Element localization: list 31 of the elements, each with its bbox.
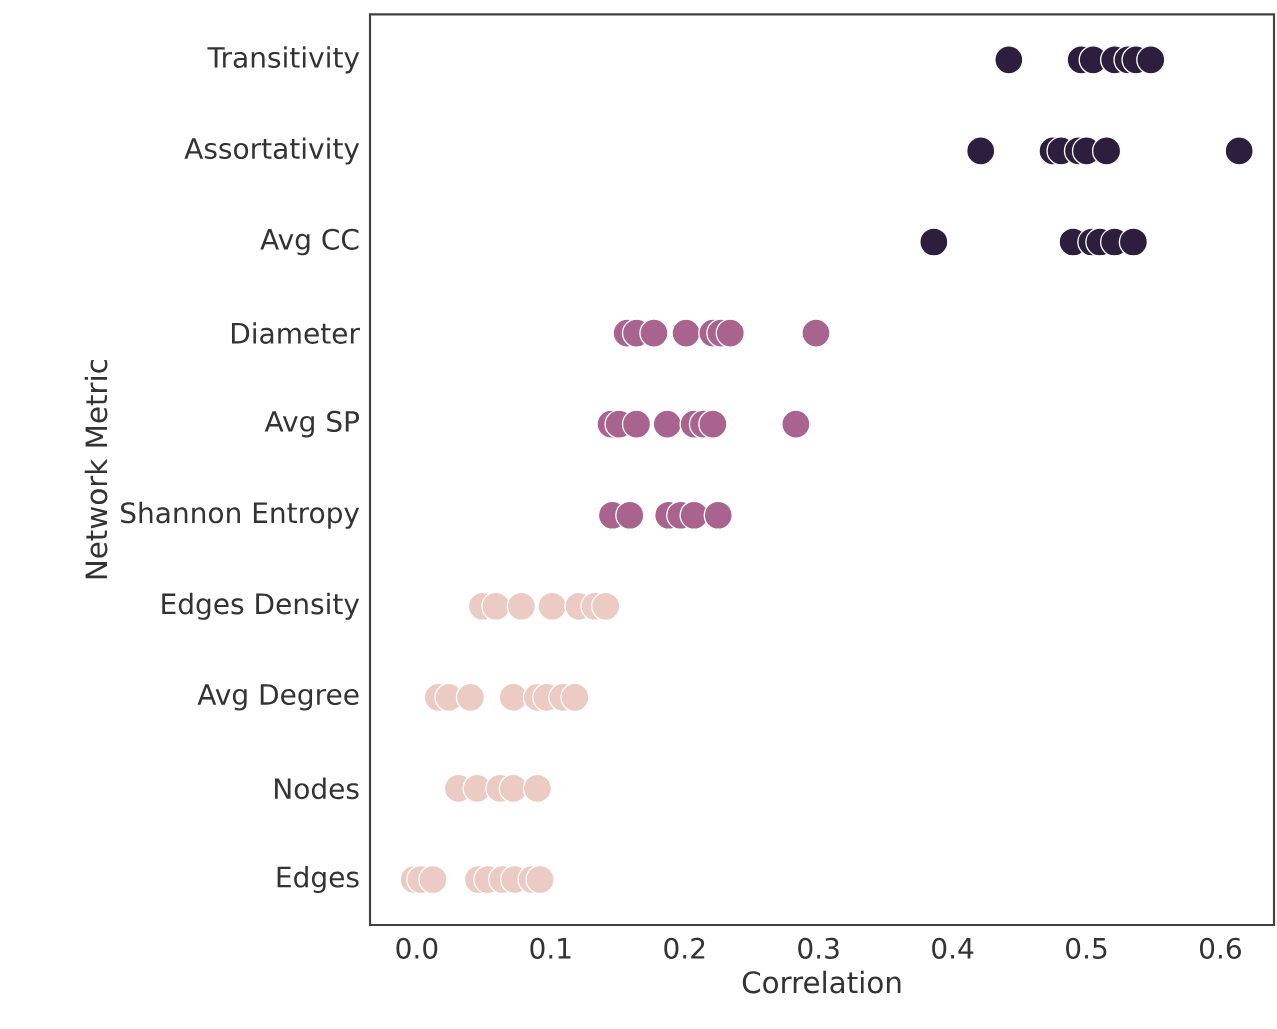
point <box>537 591 567 621</box>
point <box>498 682 528 713</box>
point <box>525 864 555 895</box>
x-tick-label: 0.3 <box>798 937 839 959</box>
y-tick-label: Shannon Entropy <box>121 501 360 529</box>
point <box>506 591 537 621</box>
point <box>522 773 553 804</box>
y-tick-label: Diameter <box>231 322 360 344</box>
point <box>418 864 448 895</box>
y-tick-label: Transitivity <box>207 46 360 74</box>
x-tick-label: 0.6 <box>1200 937 1241 959</box>
x-axis-title: Correlation <box>742 970 901 994</box>
point <box>481 591 511 621</box>
point <box>1091 136 1122 166</box>
x-tick-label: 0.2 <box>664 937 705 959</box>
y-tick-label: Avg CC <box>260 228 359 256</box>
point <box>591 591 621 621</box>
x-tick-label: 0.4 <box>932 937 974 959</box>
y-tick-label: Avg SP <box>264 410 360 438</box>
point <box>455 682 486 713</box>
y-tick-label: Avg Degree <box>197 684 359 711</box>
x-tick-label: 0.5 <box>1066 937 1107 959</box>
y-tick-label: Edges Density <box>162 592 360 620</box>
y-tick-label: Nodes <box>275 777 359 800</box>
y-axis-title: Network Metric <box>84 360 108 579</box>
y-tick-label: Edges <box>277 865 359 894</box>
point <box>498 773 528 804</box>
x-tick-label: 0.0 <box>396 937 438 959</box>
point <box>1118 227 1149 257</box>
y-tick-label: Assortativity <box>184 137 360 165</box>
x-tick-label: 0.1 <box>530 937 571 959</box>
